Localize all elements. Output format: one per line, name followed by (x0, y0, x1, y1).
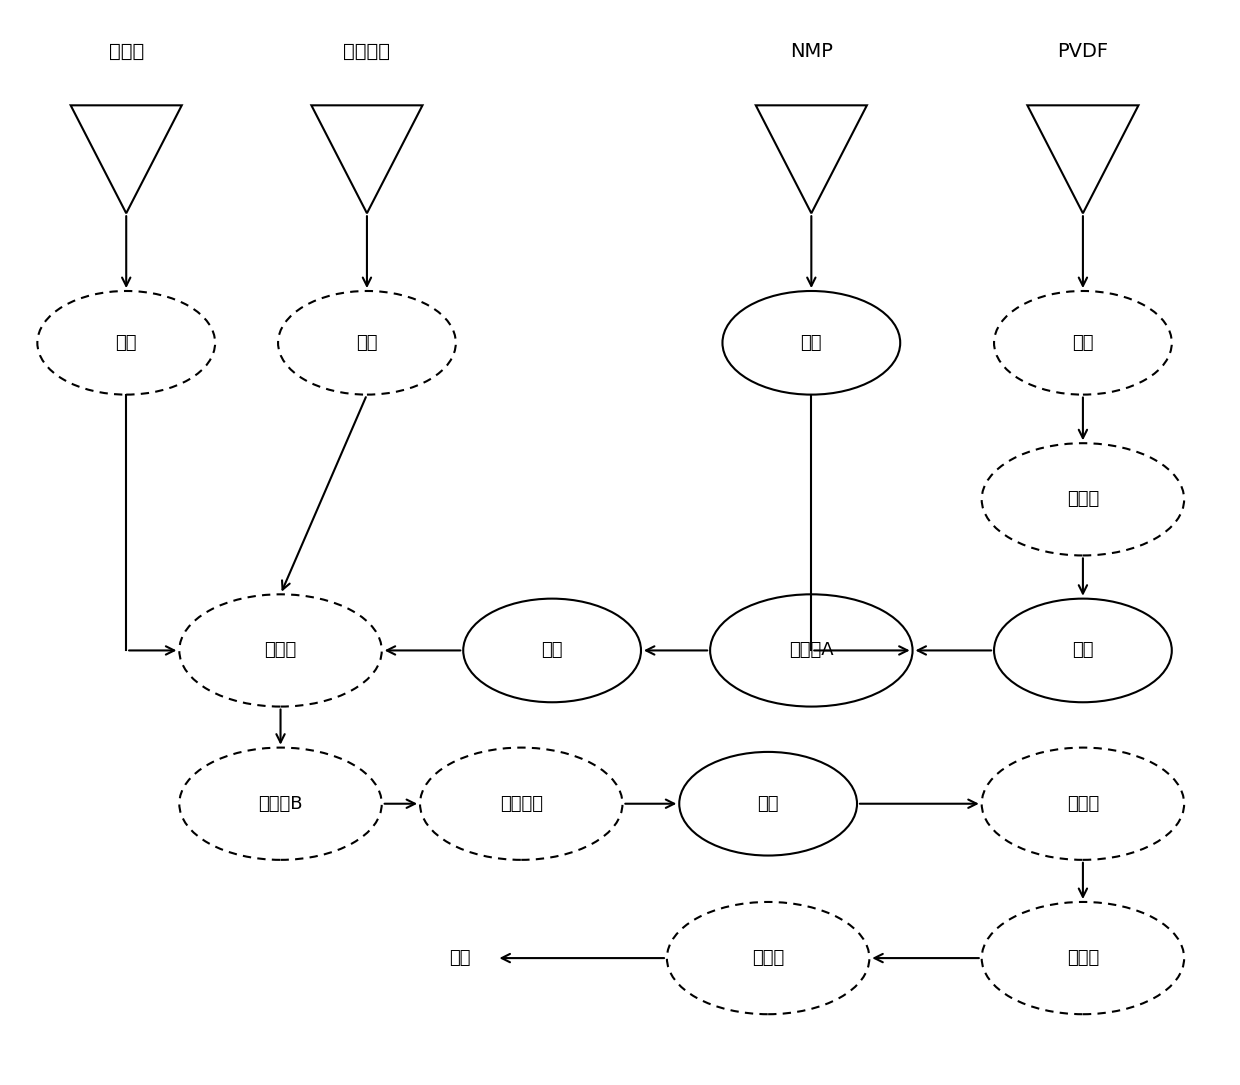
Text: PVDF: PVDF (1058, 42, 1109, 61)
Text: 计量: 计量 (115, 334, 136, 352)
Text: 导电剂: 导电剂 (109, 42, 144, 61)
Text: 计量: 计量 (801, 334, 822, 352)
Text: 过滤: 过滤 (758, 794, 779, 813)
Text: 储存罐B: 储存罐B (258, 794, 303, 813)
Text: 过滤: 过滤 (1073, 641, 1094, 660)
Text: 储存罐A: 储存罐A (789, 641, 833, 660)
Text: 计量: 计量 (542, 641, 563, 660)
Text: 活性物质: 活性物质 (343, 42, 391, 61)
Text: 除鐵器: 除鐵器 (1066, 794, 1099, 813)
Text: 制胶罐: 制胶罐 (1066, 490, 1099, 508)
Text: 脱泡机: 脱泡机 (1066, 949, 1099, 967)
Text: 计量: 计量 (1073, 334, 1094, 352)
Text: 计量: 计量 (356, 334, 378, 352)
Text: 涂布: 涂布 (449, 949, 470, 967)
Text: NMP: NMP (790, 42, 833, 61)
Text: 高速分散: 高速分散 (500, 794, 543, 813)
Text: 成品罐: 成品罐 (751, 949, 784, 967)
Text: 搔拌罐: 搔拌罐 (264, 641, 296, 660)
